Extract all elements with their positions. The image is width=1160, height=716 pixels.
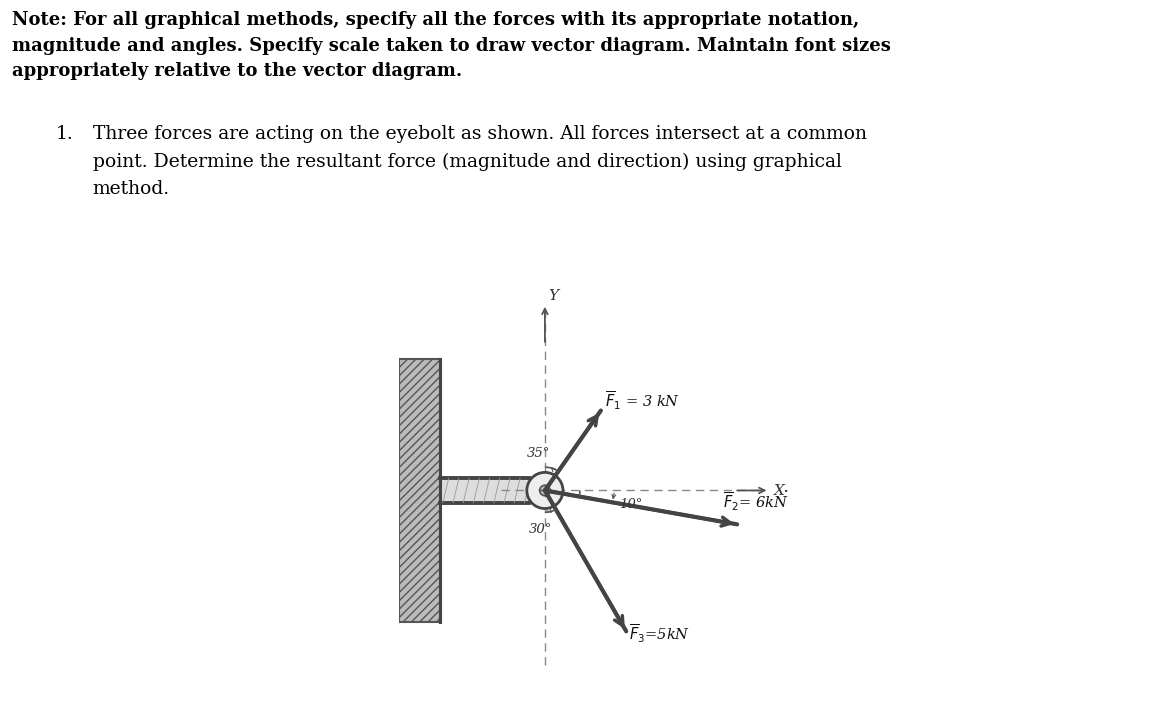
Text: Y: Y [549, 289, 558, 303]
Polygon shape [399, 359, 440, 621]
Text: X: X [774, 484, 784, 498]
Text: 35°: 35° [527, 447, 550, 460]
Text: $\overline{F}_3$=5kN: $\overline{F}_3$=5kN [629, 622, 690, 645]
Text: $\overline{F}_2$= 6kN: $\overline{F}_2$= 6kN [723, 490, 789, 513]
Text: 30°: 30° [529, 523, 552, 536]
Circle shape [527, 473, 563, 508]
Polygon shape [440, 478, 529, 503]
Text: 1.: 1. [56, 125, 73, 143]
Circle shape [539, 485, 550, 495]
Text: .: . [783, 478, 789, 496]
Text: 10°: 10° [619, 498, 643, 511]
Text: $\overline{F}_1$ = 3 kN: $\overline{F}_1$ = 3 kN [606, 390, 681, 412]
Text: Note: For all graphical methods, specify all the forces with its appropriate not: Note: For all graphical methods, specify… [12, 11, 891, 80]
Text: Three forces are acting on the eyebolt as shown. All forces intersect at a commo: Three forces are acting on the eyebolt a… [93, 125, 867, 198]
